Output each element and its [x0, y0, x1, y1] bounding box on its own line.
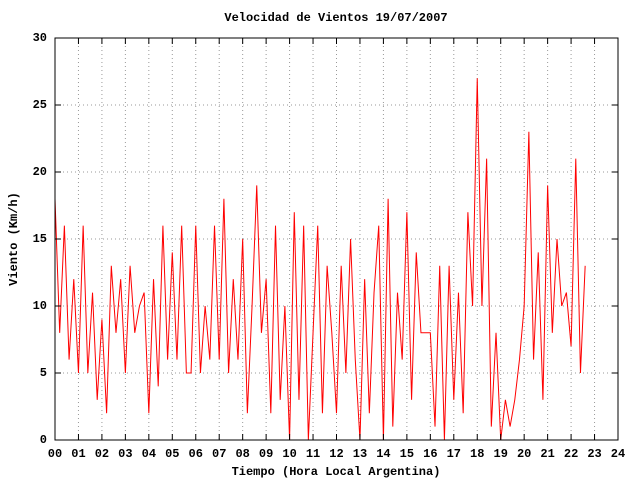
x-tick-label: 20 — [517, 447, 531, 461]
y-tick-label: 30 — [33, 31, 47, 45]
x-tick-label: 13 — [353, 447, 367, 461]
x-tick-label: 24 — [611, 447, 625, 461]
y-tick-label: 0 — [40, 433, 47, 447]
x-tick-label: 11 — [306, 447, 320, 461]
plot — [54, 78, 586, 441]
x-tick-label: 03 — [118, 447, 132, 461]
grid — [54, 37, 619, 441]
x-tick-label: 05 — [165, 447, 179, 461]
x-tick-label: 04 — [142, 447, 156, 461]
y-tick-label: 15 — [33, 232, 47, 246]
y-tick-label: 25 — [33, 98, 47, 112]
x-tick-label: 02 — [95, 447, 109, 461]
chart-title: Velocidad de Vientos 19/07/2007 — [224, 11, 447, 25]
y-tick-label: 5 — [40, 366, 47, 380]
x-tick-label: 07 — [212, 447, 226, 461]
data-line — [54, 78, 586, 441]
x-axis-label: Tiempo (Hora Local Argentina) — [232, 465, 441, 479]
y-tick-label: 20 — [33, 165, 47, 179]
x-tick-label: 08 — [235, 447, 249, 461]
x-tick-label: 09 — [259, 447, 273, 461]
x-tick-label: 16 — [423, 447, 437, 461]
x-tick-label: 23 — [587, 447, 601, 461]
x-tick-label: 17 — [447, 447, 461, 461]
x-tick-label: 19 — [494, 447, 508, 461]
x-tick-label: 12 — [329, 447, 343, 461]
y-tick-label: 10 — [33, 299, 47, 313]
x-tick-label: 22 — [564, 447, 578, 461]
x-tick-label: 14 — [376, 447, 390, 461]
x-tick-label: 01 — [71, 447, 85, 461]
y-axis-label: Viento (Km/h) — [7, 192, 21, 286]
x-tick-label: 18 — [470, 447, 484, 461]
x-tick-label: 21 — [540, 447, 554, 461]
x-tick-label: 10 — [282, 447, 296, 461]
x-tick-label: 06 — [189, 447, 203, 461]
x-tick-label: 15 — [400, 447, 414, 461]
x-tick-label: 00 — [48, 447, 62, 461]
